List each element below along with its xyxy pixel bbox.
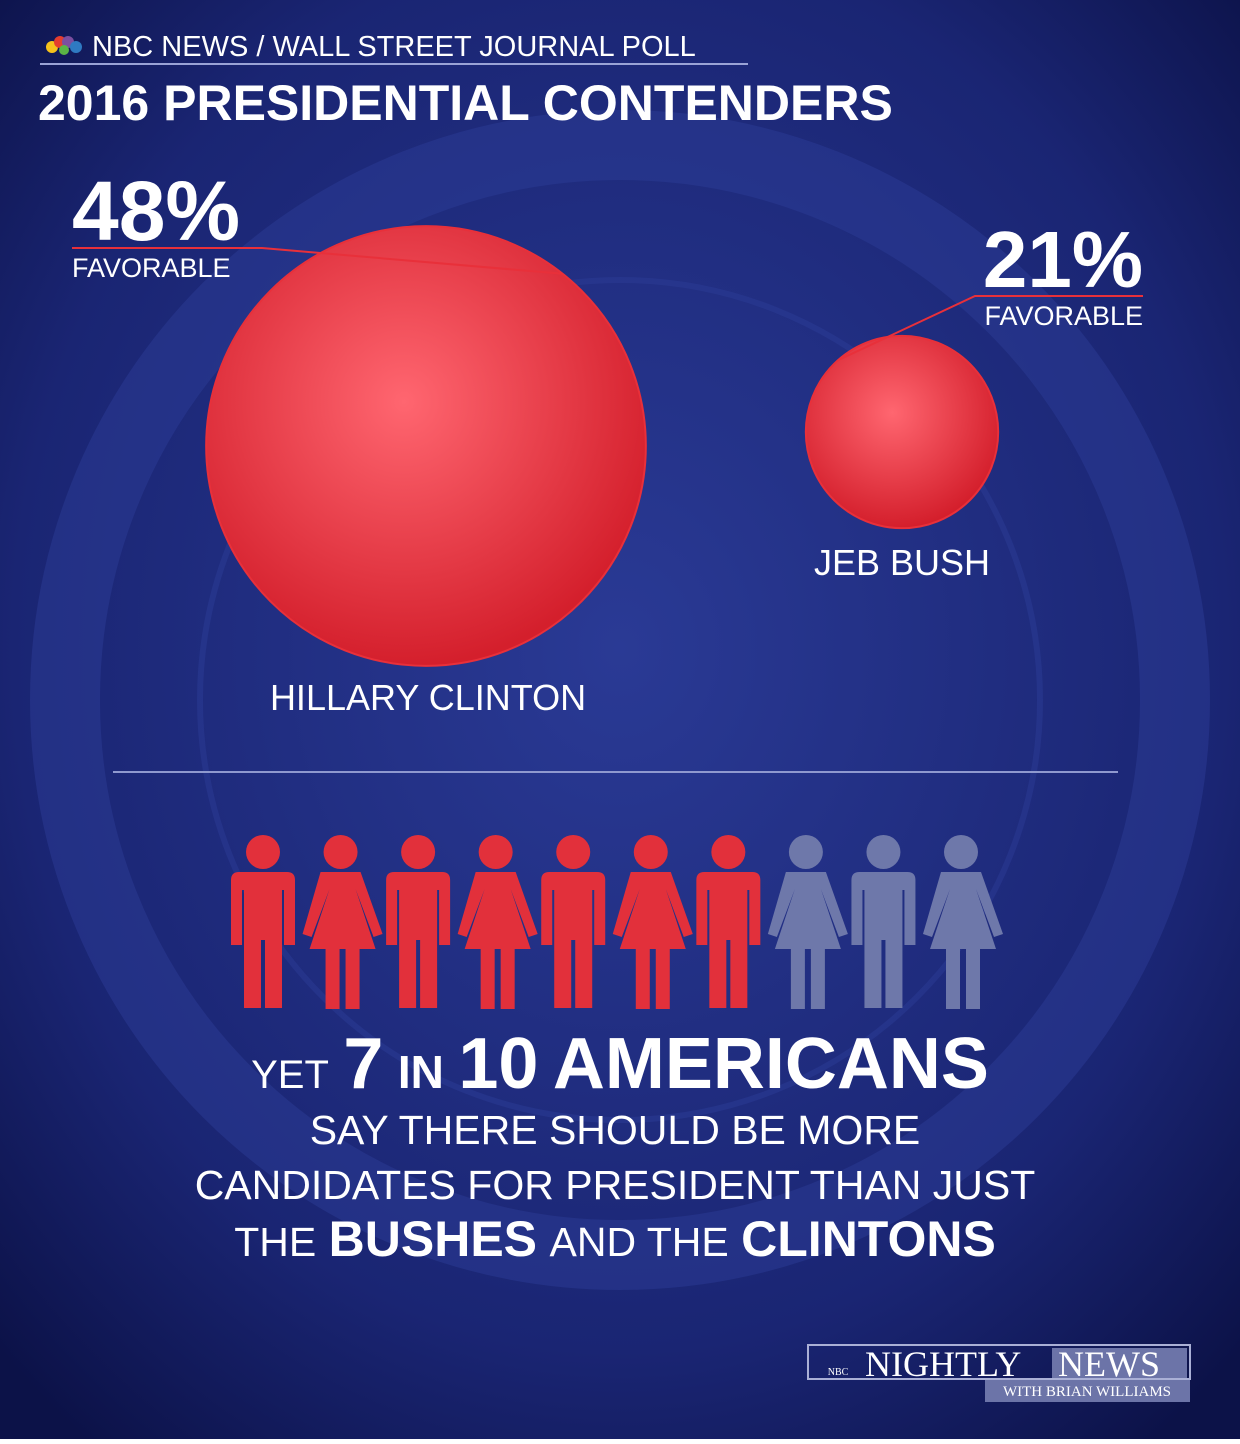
person-highlighted [386, 835, 451, 1008]
person-body [612, 872, 693, 1009]
person-body [541, 872, 606, 1008]
headline: YET 7 IN 10 AMERICANS [251, 1024, 989, 1104]
logo-anchor: WITH BRIAN WILLIAMS [1003, 1384, 1171, 1400]
person-highlighted [302, 835, 383, 1009]
statement-word: AND THE [549, 1219, 728, 1265]
candidate-circle [205, 225, 647, 667]
seal-watermark [30, 110, 1210, 1290]
person-highlighted [612, 835, 693, 1009]
nbc-peacock [46, 36, 82, 55]
candidate-circle [804, 334, 1000, 530]
favorable-label: FAVORABLE [72, 253, 231, 283]
person-head [246, 835, 280, 869]
statement-word: THE [234, 1219, 316, 1265]
person [923, 835, 1003, 1009]
logo-block [1052, 1348, 1187, 1378]
logo-show: NEWS [1058, 1344, 1160, 1384]
person-body [696, 872, 761, 1008]
person-body [231, 872, 295, 1008]
logo-anchor-band [985, 1380, 1190, 1402]
leader-line [72, 247, 563, 275]
person-head [401, 835, 436, 869]
headline-count: 7 [343, 1024, 383, 1104]
logo-frame [807, 1344, 1191, 1380]
person [767, 835, 848, 1009]
statement-line: THE BUSHES AND THE CLINTONS [234, 1211, 996, 1267]
person-head [556, 835, 591, 869]
source: NBC NEWS / WALL STREET JOURNAL POLL [92, 31, 696, 63]
headline-subject: AMERICANS [553, 1024, 989, 1104]
statement-line: CANDIDATES FOR PRESIDENT THAN JUST [195, 1162, 1036, 1208]
seal-ring [197, 277, 1043, 1123]
statement-line: SAY THERE SHOULD BE MORE [310, 1107, 921, 1153]
person-head [711, 835, 746, 869]
statement-emphasis: CLINTONS [741, 1211, 996, 1267]
headline-joiner: IN [398, 1046, 444, 1098]
person-body [386, 872, 451, 1008]
person-body [851, 872, 916, 1008]
logo-network: NBC [828, 1367, 849, 1378]
person-head [866, 835, 901, 869]
person-highlighted [231, 835, 295, 1008]
person-body [923, 872, 1003, 1009]
logo-show: NIGHTLY [865, 1344, 1021, 1384]
person-body [302, 872, 383, 1009]
person-head [944, 835, 978, 869]
candidate-name: HILLARY CLINTON [270, 677, 586, 718]
title: 2016 PRESIDENTIAL CONTENDERS [38, 75, 893, 131]
person-head [633, 835, 668, 869]
person-highlighted [541, 835, 606, 1008]
favorable-percent: 21% [983, 215, 1143, 304]
headline-lead: YET [251, 1053, 329, 1097]
statement-emphasis: BUSHES [329, 1211, 537, 1267]
person-body [457, 872, 538, 1009]
footer-logo: NBC NIGHTLY NEWS WITH BRIAN WILLIAMS [807, 1344, 1191, 1402]
headline-total: 10 [458, 1024, 538, 1104]
favorable-percent: 48% [72, 164, 240, 258]
person-highlighted [696, 835, 761, 1008]
candidate-name: JEB BUSH [814, 542, 990, 583]
person-head [323, 835, 358, 869]
favorable-label: FAVORABLE [984, 301, 1143, 331]
person-head [478, 835, 513, 869]
leader-line [837, 295, 1143, 362]
person-body [767, 872, 848, 1009]
person-highlighted [457, 835, 538, 1009]
person-head [788, 835, 823, 869]
person [851, 835, 916, 1008]
